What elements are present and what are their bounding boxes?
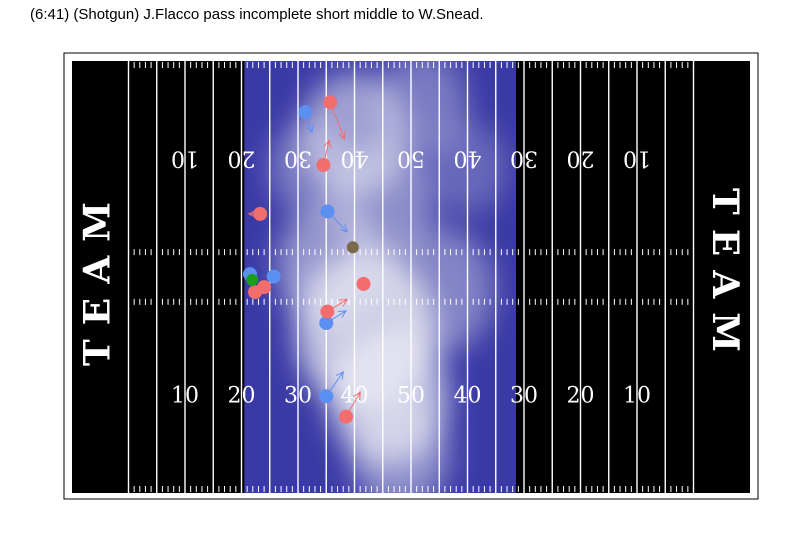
- ball-marker: [246, 273, 259, 286]
- player-markers: [242, 95, 371, 424]
- defense-player: [323, 95, 338, 110]
- play-title: (6:41) (Shotgun) J.Flacco pass incomplet…: [30, 6, 484, 23]
- density-blob: [269, 122, 350, 215]
- density-blob: [349, 395, 450, 494]
- yard-label-top: 20: [228, 146, 256, 171]
- velocity-arrowhead: [338, 130, 346, 141]
- velocity-arrowhead: [353, 391, 361, 401]
- endzone-label-left: TEAM: [76, 188, 118, 366]
- yard-label-top: 10: [623, 146, 651, 171]
- offense-player: [319, 389, 334, 404]
- defense-player: [356, 276, 371, 291]
- yard-label-bottom: 20: [228, 383, 256, 408]
- ball-carrier-marker: [346, 241, 359, 254]
- yard-label-bottom: 50: [397, 383, 425, 408]
- yard-label-top: 40: [341, 146, 369, 171]
- endzone-labels: TEAM TEAM: [76, 188, 746, 366]
- yard-label-top: 40: [454, 146, 482, 171]
- hash-marks: [133, 62, 689, 492]
- field-lines: [72, 60, 750, 494]
- velocity-arrowhead: [323, 139, 332, 149]
- density-heatmap: [244, 60, 516, 494]
- offense-player: [319, 316, 334, 331]
- offense-player: [320, 204, 335, 219]
- yard-label-top: 30: [510, 146, 538, 171]
- defense-player: [257, 280, 272, 295]
- yard-label-top: 10: [171, 146, 199, 171]
- density-blob: [276, 202, 387, 330]
- defense-player: [339, 409, 354, 424]
- defense-player: [253, 206, 268, 221]
- velocity-arrowhead: [339, 224, 348, 233]
- yard-label-bottom: 30: [510, 383, 538, 408]
- yard-label-bottom: 40: [454, 383, 482, 408]
- defense-player: [316, 158, 331, 173]
- offense-player: [266, 269, 281, 284]
- offense-player: [298, 105, 313, 120]
- yard-label-bottom: 20: [567, 383, 595, 408]
- yard-label-bottom: 30: [284, 383, 312, 408]
- velocity-arrowhead: [306, 124, 314, 134]
- yard-label-top: 30: [284, 146, 312, 171]
- endzone-label-right: TEAM: [704, 188, 746, 366]
- defense-player: [320, 304, 335, 319]
- velocity-arrowhead: [338, 310, 347, 318]
- yard-label-top: 50: [397, 146, 425, 171]
- velocity-arrowhead: [339, 298, 349, 307]
- yard-label-bottom: 10: [623, 383, 651, 408]
- yard-label-bottom: 10: [171, 383, 199, 408]
- plot-frame: [63, 52, 759, 500]
- velocity-arrowhead: [335, 370, 344, 380]
- yard-label-top: 20: [567, 146, 595, 171]
